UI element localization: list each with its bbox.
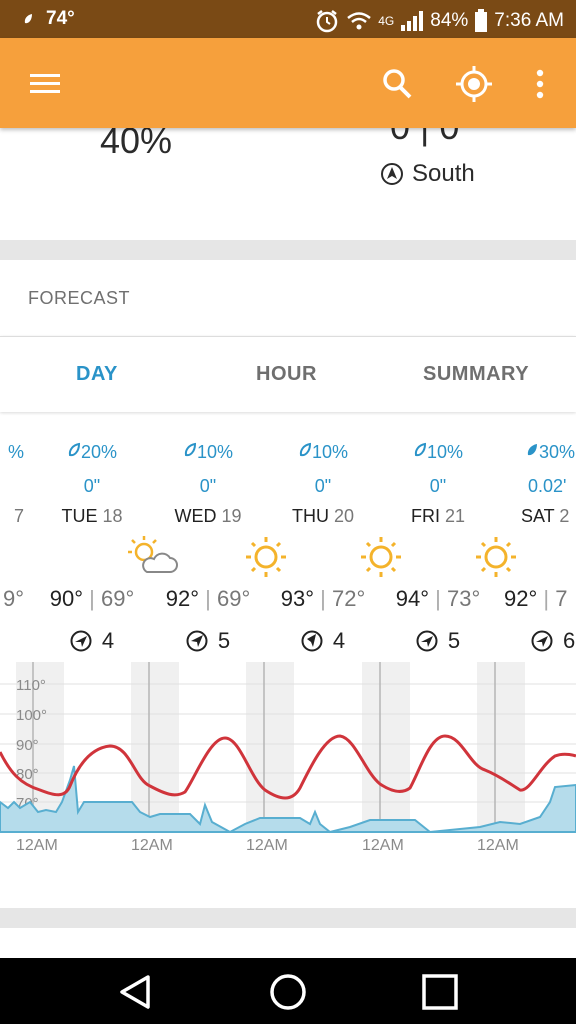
wind-direction-icon — [186, 630, 208, 652]
next-card — [0, 928, 576, 958]
partly-cloudy-icon — [128, 536, 178, 573]
forecast-card: FORECAST DAY HOUR SUMMARY % 7 9° 20% 0" … — [0, 260, 576, 908]
navigation-bar — [0, 958, 576, 1024]
home-circle-icon[interactable] — [268, 972, 308, 1012]
tab-day[interactable]: DAY — [76, 363, 118, 385]
wind-speed: 4 — [265, 626, 381, 656]
precip-area — [0, 765, 576, 834]
app-bar — [0, 38, 576, 128]
status-time: 7:36 AM — [494, 10, 564, 31]
x-tick-label: 12AM — [16, 837, 58, 854]
status-bar: 74° 4G 84% 7:36 AM — [0, 0, 576, 38]
sunny-icon — [476, 537, 516, 577]
wind-speed: 5 — [150, 626, 266, 656]
status-temperature: 74° — [46, 8, 75, 29]
alarm-icon — [316, 10, 338, 33]
wind-direction-label: South — [412, 160, 475, 187]
sunny-icon — [246, 537, 286, 577]
gps-location-icon[interactable] — [454, 64, 494, 104]
y-tick-label: 90° — [16, 737, 39, 754]
more-vert-icon[interactable] — [522, 64, 562, 104]
search-icon[interactable] — [377, 64, 417, 104]
compass-arrow-icon — [381, 163, 403, 185]
current-conditions-card: 40% 0 | 0 — [0, 106, 576, 240]
forecast-chart: 110° 100° 90° 80° 70° 12AM 12AM 12AM 12A… — [0, 662, 576, 854]
wind-speed: 5 — [380, 626, 496, 656]
signal-icon — [401, 11, 424, 31]
raindrop-icon — [184, 442, 196, 457]
x-tick-label: 12AM — [246, 837, 288, 854]
day-temps: 93° | 72° — [280, 586, 366, 611]
thunderstorm-icon — [553, 532, 576, 582]
day-temps: 90° | 69° — [49, 586, 135, 611]
x-tick-label: 12AM — [131, 837, 173, 854]
weather-drop-icon — [24, 14, 32, 24]
wind-direction-icon — [301, 630, 323, 652]
wind-direction-icon — [70, 630, 92, 652]
raindrop-icon — [299, 442, 311, 457]
precip-chance: 10% — [380, 442, 496, 463]
y-tick-label: 80° — [16, 766, 39, 783]
day-label: FRI 21 — [410, 506, 466, 526]
day-label: THU 20 — [291, 506, 355, 526]
precip-amount: 0" — [83, 476, 101, 496]
precip-chance: 30% — [495, 442, 576, 463]
battery-percent: 84% — [430, 10, 469, 31]
day-temps: 94° | 73° — [395, 586, 481, 611]
tab-summary[interactable]: SUMMARY — [423, 363, 530, 385]
x-tick-label: 12AM — [362, 837, 404, 854]
day-temps: 9° — [2, 586, 24, 611]
precip-amount: 0" — [199, 476, 217, 496]
raindrop-filled-icon — [527, 444, 537, 456]
wind-direction-icon — [531, 630, 553, 652]
forecast-title: FORECAST — [28, 288, 131, 308]
forecast-tabs: DAY HOUR SUMMARY — [0, 336, 576, 412]
wifi-icon — [347, 12, 372, 30]
precip-chance: 10% — [265, 442, 381, 463]
day-label: WED 19 — [174, 506, 242, 526]
day-temps: 92° | 69° — [165, 586, 251, 611]
network-type: 4G — [378, 14, 395, 28]
wind-speed: 4 — [34, 626, 150, 656]
hamburger-menu-icon[interactable] — [26, 64, 66, 104]
back-triangle-icon[interactable] — [116, 972, 156, 1012]
x-tick-label: 12AM — [477, 837, 519, 854]
raindrop-icon — [414, 442, 426, 457]
raindrop-icon — [68, 442, 80, 457]
day-number: 7 — [13, 506, 24, 526]
precip-chance: 10% — [150, 442, 266, 463]
day-temps: 92° | 7 — [504, 586, 568, 611]
sunny-icon — [361, 537, 401, 577]
precip-amount: 0" — [429, 476, 447, 496]
day-label: TUE 18 — [61, 506, 123, 526]
precip-chance: 20% — [34, 442, 150, 463]
y-tick-label: 100° — [16, 707, 47, 724]
daily-forecast-list[interactable]: % 7 9° 20% 0" TUE 18 90° | 69° 4 10% — [0, 412, 576, 662]
precip-amount: 0.02' — [528, 476, 567, 496]
battery-icon — [475, 9, 488, 32]
precip-chance: % — [7, 442, 24, 462]
temperature-line — [0, 734, 576, 800]
recents-square-icon[interactable] — [420, 972, 460, 1012]
wind-direction: South — [380, 160, 475, 188]
precip-amount: 0" — [314, 476, 332, 496]
y-tick-label: 110° — [16, 677, 46, 694]
tab-hour[interactable]: HOUR — [256, 363, 317, 385]
day-label: SAT 2 — [521, 506, 570, 526]
wind-speed: 6 — [495, 626, 576, 656]
wind-direction-icon — [416, 630, 438, 652]
